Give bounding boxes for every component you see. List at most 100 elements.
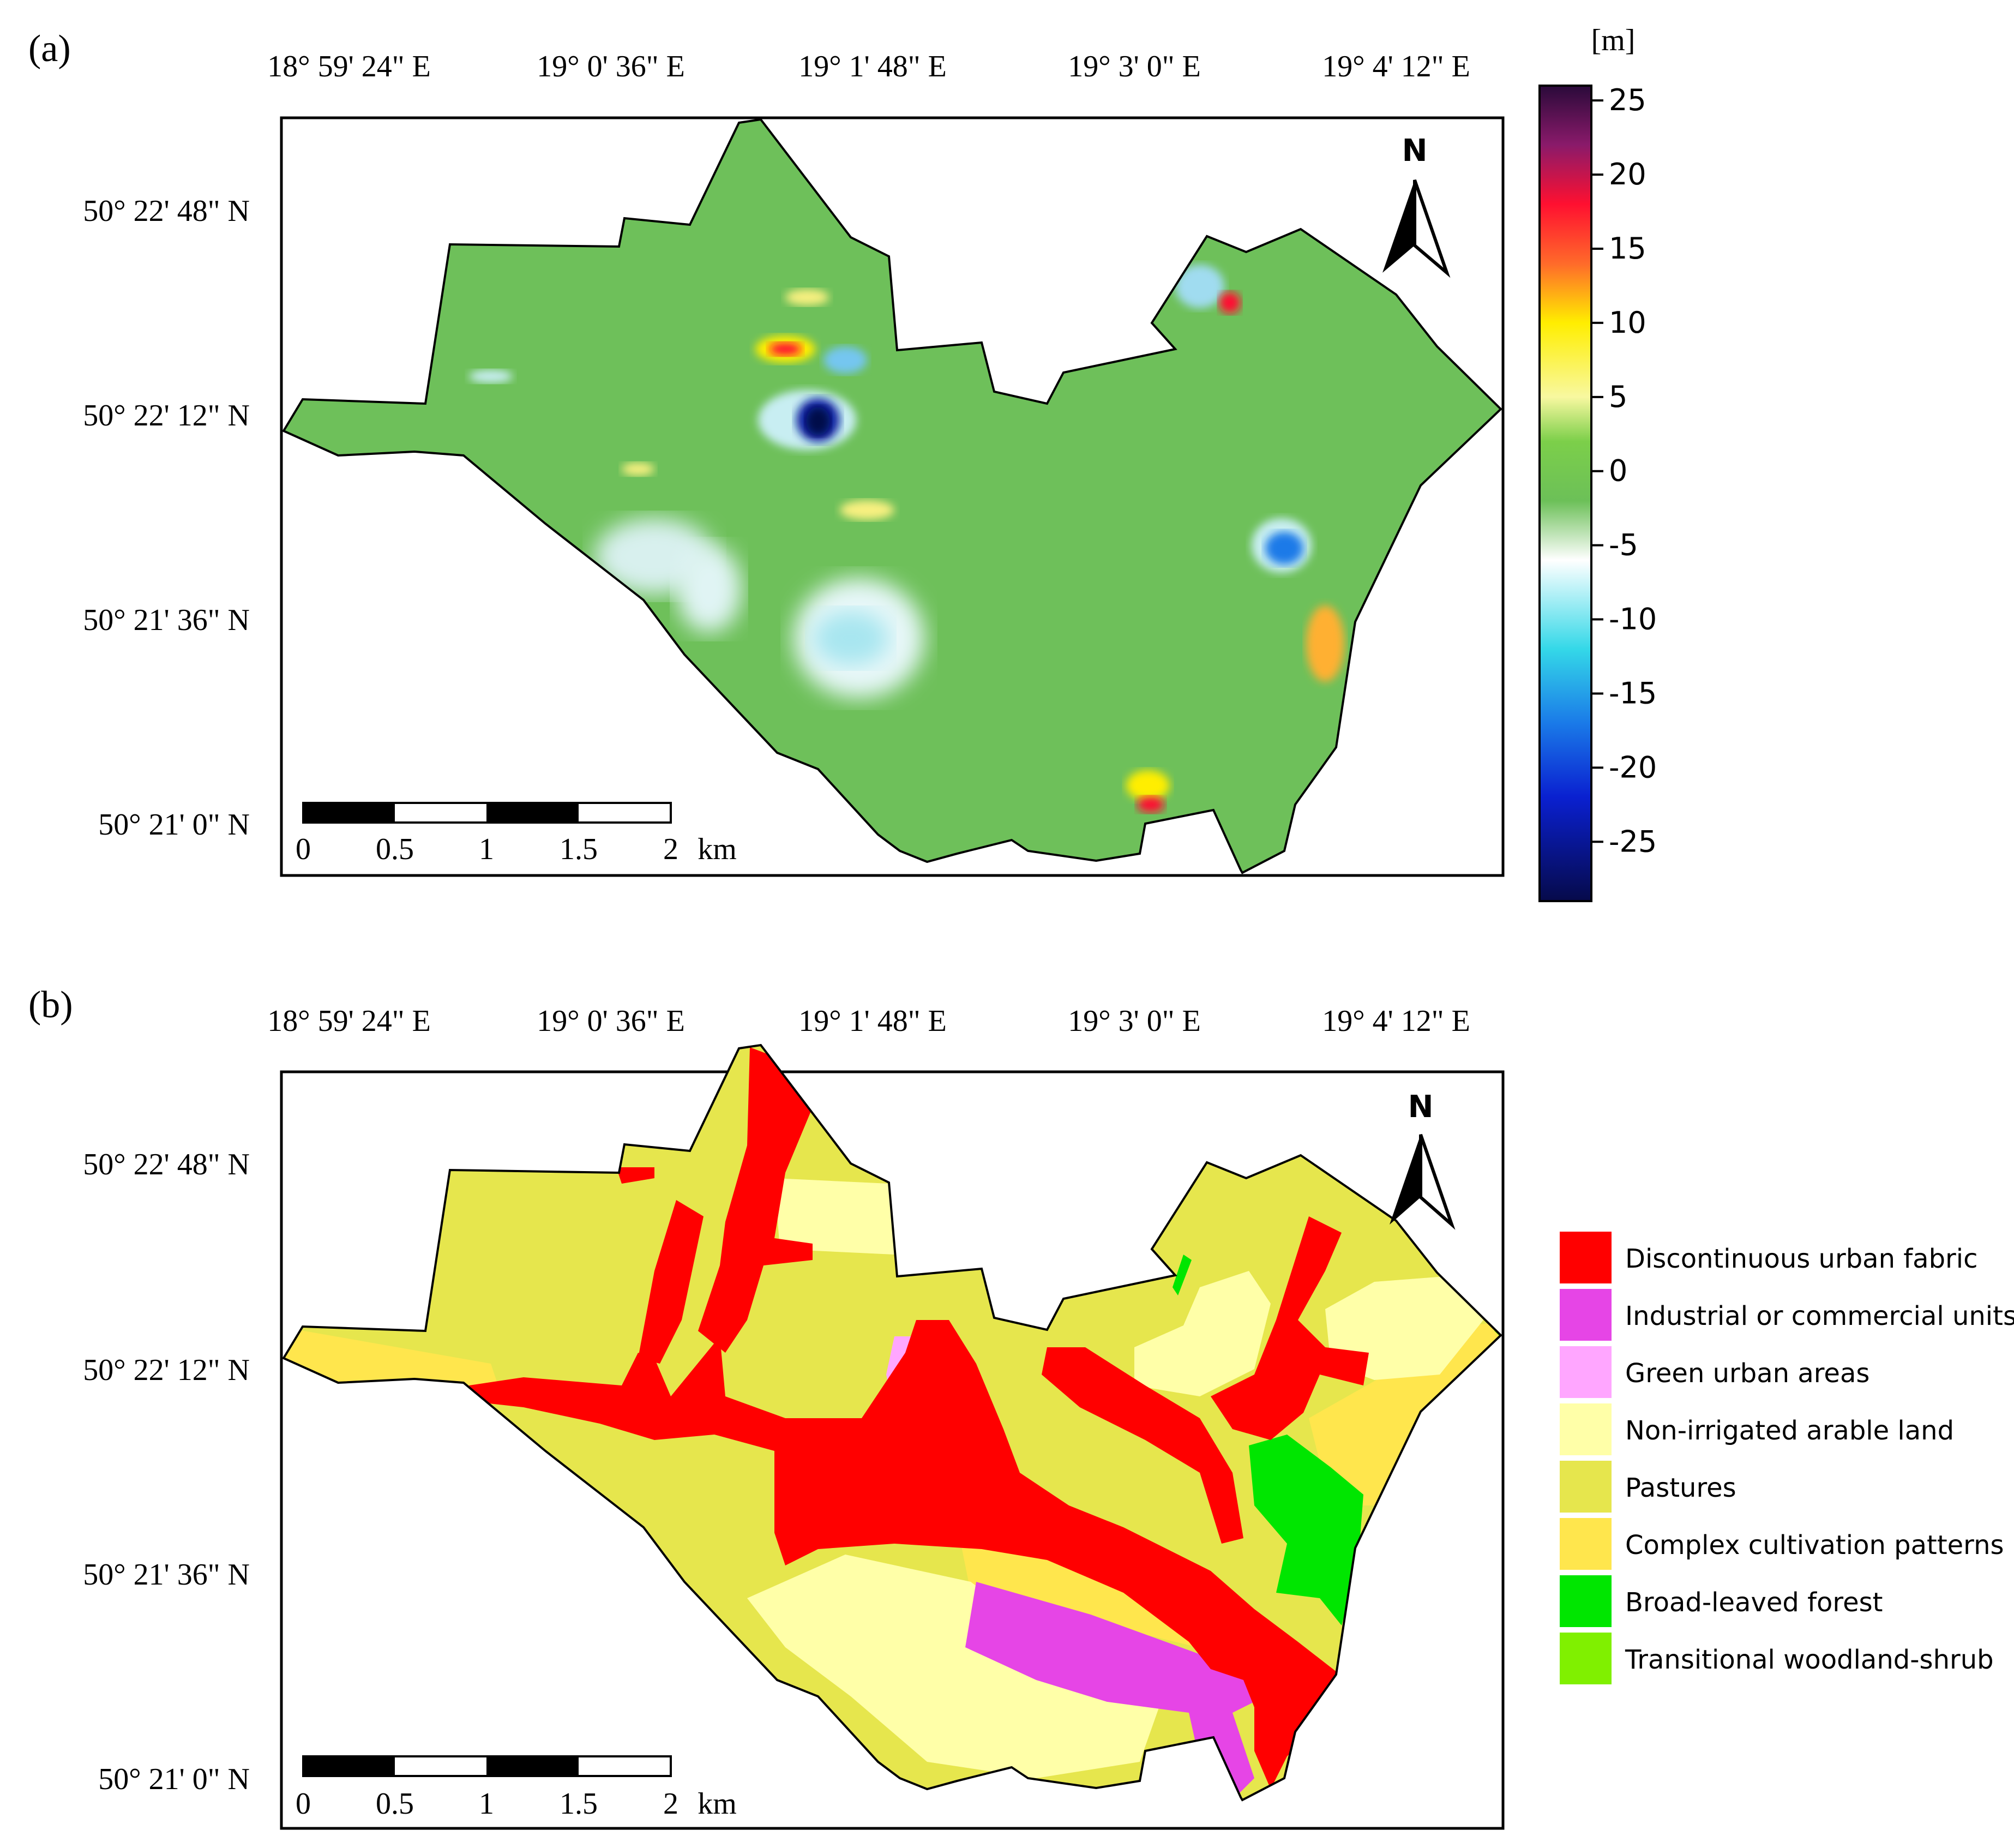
colorbar-ticks: 25 20 15 10 5 0 -5 -10 -15 -20 -25 [1591, 83, 1657, 859]
lon-label: 19° 1' 48" E [798, 50, 947, 83]
scale-tick: 2 [663, 832, 678, 866]
legend-label: Pastures [1625, 1473, 1736, 1503]
uplift-area [785, 289, 829, 305]
subsidence-area [813, 611, 889, 665]
uplift-area [840, 500, 894, 520]
lat-label: 50° 22' 48" N [83, 1148, 250, 1181]
colorbar-tick-label: 5 [1609, 380, 1627, 414]
scale-unit: km [698, 1787, 737, 1821]
land-cover-map [282, 1044, 1502, 1801]
lat-label: 50° 21' 36" N [83, 1558, 250, 1592]
lon-label: 19° 4' 12" E [1322, 50, 1470, 83]
uplift-area [769, 343, 802, 356]
subsidence-area [806, 407, 830, 435]
panel-a-latitude-labels: 50° 22' 48" N 50° 22' 12" N 50° 21' 36" … [83, 194, 250, 842]
elevation-anomalies [469, 265, 1344, 813]
lat-label: 50° 22' 48" N [83, 194, 250, 228]
scale-tick: 0 [296, 832, 311, 866]
colorbar-tick-label: 0 [1609, 454, 1627, 488]
panel-a: (a) 18° 59' 24" E 19° 0' 36" E 19° 1' 48… [28, 23, 1657, 902]
north-arrow-icon [1390, 1135, 1421, 1225]
arable-land-area [774, 1178, 894, 1255]
arable-land-area [747, 1555, 1173, 1778]
legend-label: Transitional woodland-shrub [1625, 1645, 1994, 1675]
north-arrow-label: N [1402, 133, 1428, 169]
urban-fabric-area [469, 1320, 1347, 1789]
broad-leaved-forest [1173, 1255, 1192, 1295]
legend-label: Discontinuous urban fabric [1625, 1244, 1978, 1274]
uplift-area [1306, 605, 1344, 682]
colorbar-tick-label: -25 [1609, 824, 1657, 859]
urban-fabric-area [1042, 1347, 1243, 1544]
scale-tick: 0.5 [376, 832, 414, 866]
legend-swatch [1560, 1232, 1612, 1283]
legend-swatch [1560, 1289, 1612, 1341]
uplift-area [1219, 292, 1241, 314]
lon-label: 19° 0' 36" E [537, 50, 685, 83]
urban-fabric-area [638, 1200, 704, 1364]
subsidence-area [676, 545, 742, 633]
legend-swatch [1560, 1633, 1612, 1684]
legend-label: Non-irrigated arable land [1625, 1415, 1954, 1446]
colorbar-tick-label: -20 [1609, 750, 1657, 784]
panel-b-latitude-labels: 50° 22' 48" N 50° 22' 12" N 50° 21' 36" … [83, 1148, 250, 1796]
urban-fabric-area [1211, 1216, 1369, 1440]
uplift-area [622, 463, 654, 476]
scale-unit: km [698, 832, 737, 866]
legend-swatch [1560, 1518, 1612, 1570]
legend-label: Broad-leaved forest [1625, 1587, 1883, 1618]
legend-label: Industrial or commercial units [1625, 1301, 2014, 1331]
colorbar-unit: [m] [1591, 23, 1636, 57]
north-arrow: N [1390, 1089, 1456, 1230]
complex-cultivation-area [1309, 1320, 1501, 1505]
colorbar-tick-label: -15 [1609, 676, 1657, 710]
scale-tick: 0 [296, 1787, 311, 1821]
elevation-raster [282, 118, 1502, 874]
lat-label: 50° 21' 0" N [98, 1762, 250, 1796]
urban-fabric-area [616, 1167, 654, 1184]
lon-label: 19° 4' 12" E [1322, 1004, 1470, 1038]
colorbar: [m] 25 20 15 10 5 0 -5 -10 -15 -20 -25 [1538, 23, 1657, 902]
arable-land-area [1134, 1271, 1271, 1396]
panel-a-longitude-labels: 18° 59' 24" E 19° 0' 36" E 19° 1' 48" E … [267, 50, 1470, 83]
panel-b: (b) 18° 59' 24" E 19° 0' 36" E 19° 1' 48… [28, 984, 2014, 1830]
colorbar-tick-label: 20 [1609, 157, 1646, 191]
scale-tick: 1 [479, 1787, 494, 1821]
scale-tick: 1 [479, 832, 494, 866]
lon-label: 18° 59' 24" E [267, 1004, 431, 1038]
subsidence-area [1265, 532, 1303, 565]
legend-swatch [1560, 1403, 1612, 1455]
scale-tick: 1.5 [560, 1787, 598, 1821]
subsidence-area [823, 346, 867, 374]
land-cover-legend: Discontinuous urban fabric Industrial or … [1560, 1232, 2014, 1684]
lat-label: 50° 21' 0" N [98, 808, 250, 842]
panel-a-label: (a) [28, 28, 71, 70]
lon-label: 19° 3' 0" E [1068, 50, 1201, 83]
legend-label: Complex cultivation patterns [1625, 1530, 2004, 1561]
lat-label: 50° 22' 12" N [83, 399, 250, 433]
land-cover-polygons [284, 1047, 1501, 1795]
legend-label: Green urban areas [1625, 1358, 1869, 1389]
subsidence-area [469, 370, 513, 383]
lon-label: 18° 59' 24" E [267, 50, 431, 83]
scale-tick: 2 [663, 1787, 678, 1821]
legend-swatch [1560, 1346, 1612, 1398]
uplift-area [1126, 770, 1170, 801]
north-arrow-icon [1382, 180, 1415, 273]
panel-b-label: (b) [28, 984, 73, 1026]
lon-label: 19° 3' 0" E [1068, 1004, 1201, 1038]
uplift-area [1137, 796, 1164, 813]
subsidence-area [1175, 265, 1224, 308]
north-arrow-label: N [1408, 1089, 1434, 1125]
industrial-area [965, 1582, 1265, 1795]
scale-bar: 0 0.5 1 1.5 2 km [296, 802, 737, 866]
lon-label: 19° 0' 36" E [537, 1004, 685, 1038]
lon-label: 19° 1' 48" E [798, 1004, 947, 1038]
colorbar-tick-label: -5 [1609, 528, 1638, 562]
urban-fabric-area [698, 1047, 813, 1353]
lat-label: 50° 21' 36" N [83, 603, 250, 637]
scale-tick: 0.5 [376, 1787, 414, 1821]
colorbar-tick-label: 25 [1609, 83, 1646, 117]
colorbar-tick-label: 15 [1609, 231, 1646, 266]
